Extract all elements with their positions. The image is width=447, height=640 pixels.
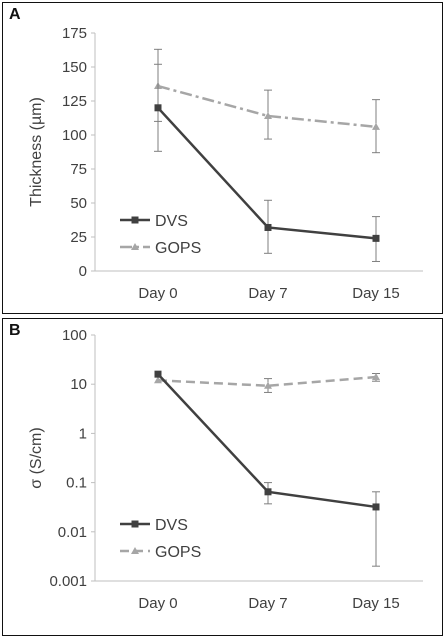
series-line-gops [157,375,377,388]
y-tick-label: 100 [62,327,87,344]
data-point [154,104,162,112]
y-tick-label: 1 [79,425,87,442]
legend-label-dvs: DVS [155,517,188,534]
y-axis-label: σ (S/cm) [28,427,45,488]
legend-label-gops: GOPS [155,544,201,561]
y-tick-label: 75 [70,161,87,178]
data-point [264,381,272,389]
data-point [372,373,380,381]
y-tick-label: 0.001 [49,573,87,590]
series-line-dvs [157,106,377,240]
y-tick-label: 50 [70,195,87,212]
legend-label-dvs: DVS [155,213,188,230]
legend-marker [131,547,139,554]
data-point [372,234,380,242]
data-point [372,122,380,130]
data-point [264,488,272,496]
y-tick-label: 0.01 [58,524,87,541]
panel-b-letter: B [9,322,21,339]
data-point [154,370,162,378]
x-tick-label: Day 15 [352,595,400,612]
series-line-dvs [157,373,377,509]
y-tick-label: 175 [62,25,87,42]
legend-marker [131,520,139,528]
y-axis-label: Thickness (µm) [28,97,45,207]
y-tick-label: 10 [70,376,87,393]
data-point [264,223,272,231]
y-tick-label: 0.1 [66,475,87,492]
x-tick-label: Day 7 [248,285,287,302]
legend-label-gops: GOPS [155,240,201,257]
y-tick-label: 0 [79,263,87,280]
x-tick-label: Day 0 [138,595,177,612]
data-point [154,376,162,384]
data-point [264,111,272,119]
chart-b-svg: 0.001 0.01 0.1 1 10 100 σ (S/cm) Day 0 Day 7 Day … [28,327,423,612]
panel-b: B 0.001 0.01 0.1 1 10 100 σ (S/cm) Day 0 Day 7 Da… [2,318,443,636]
x-tick-label: Day 15 [352,285,400,302]
panel-a: A 0 25 50 75 100 125 150 175 Thickness (µm) Day 0… [2,2,443,314]
data-point [372,503,380,511]
x-tick-label: Day 0 [138,285,177,302]
y-tick-label: 100 [62,127,87,144]
y-tick-label: 150 [62,59,87,76]
chart-a-svg: 0 25 50 75 100 125 150 175 Thickness (µm) Day 0 Da… [28,25,423,302]
legend-marker [131,243,139,250]
panel-a-letter: A [9,6,21,23]
legend-marker [131,216,139,224]
x-tick-label: Day 7 [248,595,287,612]
y-tick-label: 25 [70,229,87,246]
y-tick-label: 125 [62,93,87,110]
series-line-gops [157,84,377,129]
